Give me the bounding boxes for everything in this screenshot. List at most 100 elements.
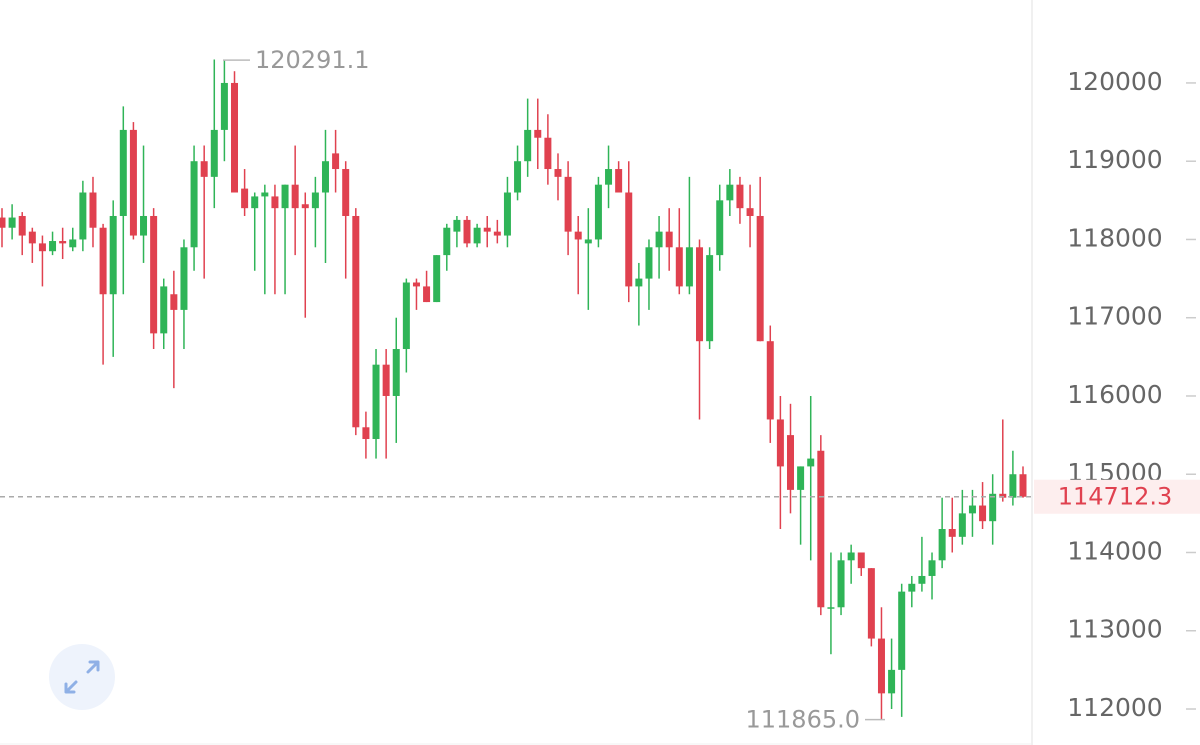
expand-icon[interactable] <box>64 660 100 694</box>
candle-body <box>483 227 491 232</box>
candle-body <box>362 427 370 440</box>
candle-body <box>200 161 208 177</box>
candle-body <box>190 161 198 248</box>
candle-body <box>888 669 896 694</box>
y-tick-label: 117000 <box>1067 302 1162 331</box>
candle-body <box>786 435 794 490</box>
y-tick-label: 114000 <box>1067 536 1162 565</box>
candle-body <box>38 243 46 252</box>
candle-body <box>311 192 319 209</box>
candle-body <box>281 184 289 209</box>
candle-body <box>807 458 815 467</box>
candle-body <box>564 176 572 232</box>
candle-body <box>928 560 936 576</box>
candle-body <box>685 247 693 287</box>
expand-button[interactable] <box>49 644 115 710</box>
candle-body <box>79 192 87 240</box>
candle-body <box>514 161 522 193</box>
candle-body <box>271 196 279 209</box>
candle-body <box>746 208 754 216</box>
candle-body <box>160 286 168 334</box>
y-tick-label: 119000 <box>1067 145 1162 174</box>
candle-body <box>847 552 855 561</box>
candle-body <box>291 184 299 209</box>
candle-body <box>119 129 127 216</box>
last-price-label: 114712.3 <box>1058 483 1173 511</box>
candle-body <box>696 247 704 342</box>
candle-body <box>675 247 683 287</box>
candle-body <box>574 231 582 240</box>
candle-body <box>716 200 724 256</box>
y-tick-label: 118000 <box>1067 223 1162 252</box>
candle-body <box>968 505 976 514</box>
candle-body <box>584 239 592 244</box>
candle-body <box>210 129 218 177</box>
candle-body <box>989 493 997 522</box>
candle-body <box>958 513 966 537</box>
candle-body <box>756 215 764 342</box>
candle-body <box>433 255 441 303</box>
candle-body <box>99 227 107 295</box>
candle-body <box>473 227 481 244</box>
candle-body <box>726 184 734 201</box>
candle-body <box>999 493 1007 498</box>
high-marker-label: 120291.1 <box>255 46 370 74</box>
candle-body <box>1009 474 1017 498</box>
candle-body <box>231 82 239 193</box>
candle-body <box>392 349 400 396</box>
candle-body <box>655 231 663 248</box>
candle-body <box>261 192 269 197</box>
candle-body <box>837 560 845 608</box>
candle-body <box>8 217 16 228</box>
candle-body <box>332 153 340 170</box>
candle-body <box>615 169 623 193</box>
candle-body <box>898 591 906 670</box>
candle-body <box>503 192 511 236</box>
candle-body <box>342 169 350 216</box>
candle-body <box>150 215 158 334</box>
candle-body <box>645 247 653 279</box>
candle-body <box>797 466 805 490</box>
candle-body <box>28 231 36 244</box>
candle-body <box>635 278 643 287</box>
low-marker-label: 111865.0 <box>745 706 860 734</box>
candle-body <box>0 217 6 228</box>
candle-body <box>948 529 956 537</box>
candle-body <box>1019 474 1027 497</box>
candle-body <box>301 204 309 209</box>
candle-body <box>251 196 259 209</box>
last-price-bg <box>1034 479 1200 514</box>
candle-body <box>706 255 714 342</box>
candle-body <box>877 638 885 694</box>
candle-body <box>241 188 249 209</box>
candle-body <box>736 184 744 209</box>
expand-bg[interactable] <box>49 644 115 710</box>
candle-body <box>412 282 420 287</box>
y-tick-label: 120000 <box>1067 67 1162 96</box>
candle-body <box>594 184 602 240</box>
candle-body <box>857 552 865 569</box>
candle-body <box>776 419 784 467</box>
candle-body <box>908 583 916 592</box>
candle-body <box>453 219 461 232</box>
candle-body <box>129 129 137 236</box>
candle-body <box>827 607 835 609</box>
candle-body <box>109 215 117 295</box>
candle-body <box>382 364 390 396</box>
y-tick-label: 116000 <box>1067 380 1162 409</box>
candle-body <box>18 215 26 236</box>
candle-body <box>352 215 360 428</box>
candle-body <box>766 341 774 420</box>
candle-body <box>979 505 987 522</box>
candle-body <box>938 529 946 561</box>
candle-body <box>180 247 188 310</box>
candle-body <box>321 161 329 193</box>
candle-body <box>443 227 451 256</box>
candle-body <box>372 364 380 440</box>
candle-body <box>423 286 431 303</box>
candle-body <box>59 241 67 244</box>
candle-body <box>170 294 178 310</box>
candle-body <box>140 215 148 236</box>
